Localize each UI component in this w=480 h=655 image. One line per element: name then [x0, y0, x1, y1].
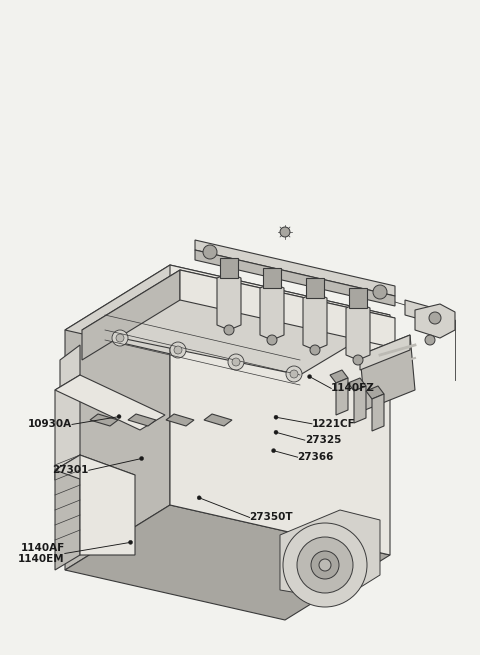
- Circle shape: [170, 342, 186, 358]
- Polygon shape: [280, 510, 380, 600]
- Text: 1140AF
1140EM: 1140AF 1140EM: [18, 543, 65, 564]
- Polygon shape: [405, 300, 430, 322]
- Circle shape: [174, 346, 182, 354]
- Polygon shape: [348, 378, 366, 391]
- Polygon shape: [195, 250, 395, 306]
- Polygon shape: [204, 414, 232, 426]
- Polygon shape: [330, 370, 348, 383]
- Polygon shape: [346, 303, 370, 360]
- Polygon shape: [220, 258, 238, 278]
- Polygon shape: [80, 455, 135, 555]
- Polygon shape: [55, 455, 135, 490]
- Circle shape: [429, 312, 441, 324]
- Circle shape: [319, 559, 331, 571]
- Polygon shape: [128, 414, 156, 426]
- Polygon shape: [55, 375, 165, 430]
- Polygon shape: [60, 345, 80, 400]
- Circle shape: [310, 345, 320, 355]
- Polygon shape: [55, 375, 80, 480]
- Circle shape: [283, 523, 367, 607]
- Polygon shape: [180, 270, 395, 348]
- Polygon shape: [55, 455, 80, 570]
- Polygon shape: [82, 270, 180, 360]
- Polygon shape: [260, 283, 284, 340]
- Text: 27366: 27366: [298, 452, 334, 462]
- Circle shape: [286, 366, 302, 382]
- Circle shape: [140, 457, 144, 460]
- Circle shape: [353, 355, 363, 365]
- Circle shape: [297, 537, 353, 593]
- Polygon shape: [82, 270, 395, 375]
- Polygon shape: [372, 394, 384, 431]
- Circle shape: [203, 245, 217, 259]
- Polygon shape: [360, 335, 410, 370]
- Circle shape: [373, 285, 387, 299]
- Polygon shape: [354, 386, 366, 423]
- Polygon shape: [360, 335, 415, 410]
- Circle shape: [129, 540, 132, 544]
- Polygon shape: [303, 293, 327, 350]
- Circle shape: [116, 334, 124, 342]
- Circle shape: [272, 449, 276, 453]
- Polygon shape: [415, 304, 455, 338]
- Polygon shape: [336, 378, 348, 415]
- Circle shape: [311, 551, 339, 579]
- Polygon shape: [65, 505, 390, 620]
- Polygon shape: [166, 414, 194, 426]
- Text: 27325: 27325: [305, 435, 341, 445]
- Text: 27301: 27301: [52, 465, 89, 476]
- Text: 1140FZ: 1140FZ: [331, 383, 375, 394]
- Text: 10930A: 10930A: [28, 419, 72, 430]
- Circle shape: [117, 415, 121, 419]
- Text: 1221CF: 1221CF: [312, 419, 356, 429]
- Polygon shape: [170, 265, 390, 555]
- Circle shape: [308, 375, 312, 379]
- Polygon shape: [349, 288, 367, 308]
- Polygon shape: [195, 240, 395, 296]
- Circle shape: [425, 335, 435, 345]
- Polygon shape: [90, 414, 118, 426]
- Polygon shape: [217, 273, 241, 330]
- Circle shape: [197, 496, 201, 500]
- Polygon shape: [65, 265, 390, 380]
- Polygon shape: [306, 278, 324, 298]
- Circle shape: [224, 325, 234, 335]
- Text: 27350T: 27350T: [250, 512, 293, 523]
- Circle shape: [112, 330, 128, 346]
- Circle shape: [280, 227, 290, 237]
- Circle shape: [274, 430, 278, 434]
- Circle shape: [290, 370, 298, 378]
- Circle shape: [267, 335, 277, 345]
- Circle shape: [228, 354, 244, 370]
- Circle shape: [274, 415, 278, 419]
- Polygon shape: [65, 265, 170, 570]
- Polygon shape: [366, 386, 384, 399]
- Circle shape: [232, 358, 240, 366]
- Polygon shape: [263, 268, 281, 288]
